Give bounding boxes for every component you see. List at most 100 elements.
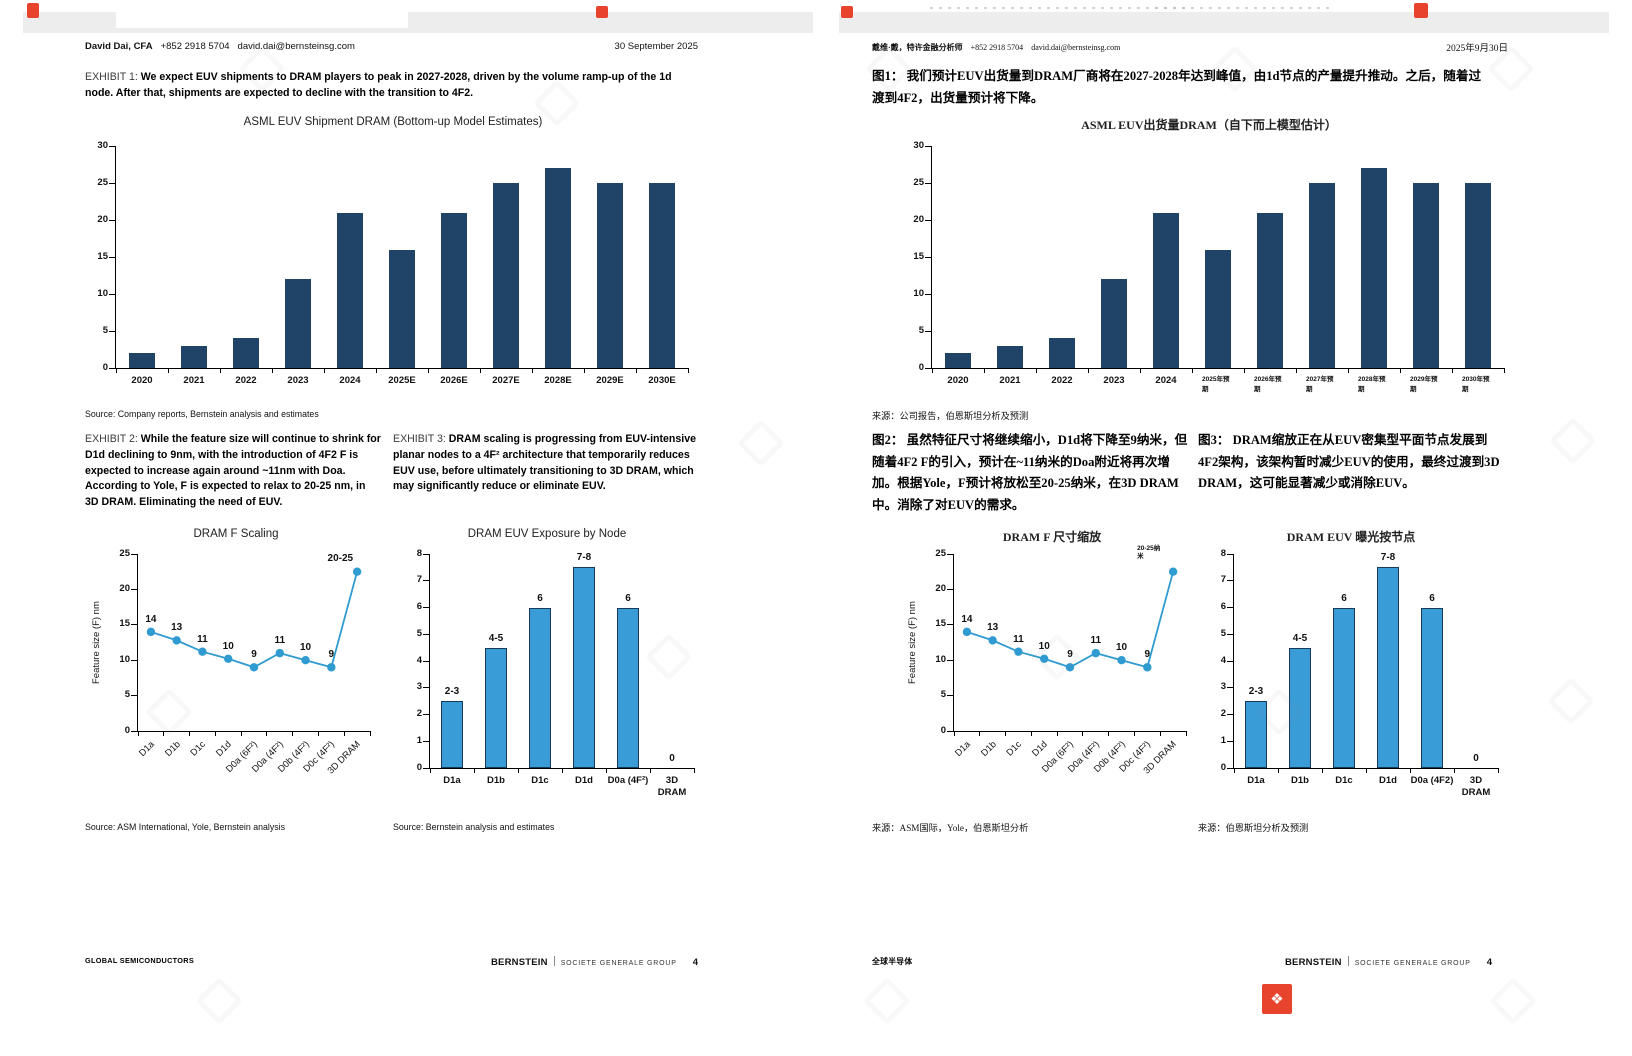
chart-plot-area: 0 1 2 3 4 5 6 7 8 D1a D1b D1c D1d D0a (4F²) 3D DRAM 2-3… [417, 548, 695, 798]
xcat: D1a [443, 775, 461, 786]
exhibit-2-label: 图2： [872, 433, 904, 447]
xmark [1133, 731, 1135, 736]
xmark [1035, 368, 1037, 373]
redacted-masthead-block [23, 12, 116, 33]
ylab: 5 [1220, 627, 1226, 639]
ymark [925, 145, 932, 147]
xmark [1005, 731, 1007, 736]
ymark [109, 145, 116, 147]
ylab: 0 [1220, 761, 1226, 773]
bar [441, 212, 467, 368]
xmark [479, 368, 481, 373]
xcat: D1c [1335, 775, 1353, 786]
ymark [109, 293, 116, 295]
redacted-masthead-strip [116, 28, 408, 33]
xmark [240, 731, 242, 736]
xcat: 3D DRAM [657, 775, 687, 798]
footer-brand: BERNSTEIN SOCIETE GENERALE GROUP 4 [872, 952, 1492, 970]
xmark [953, 731, 955, 736]
xmark [427, 368, 429, 373]
bar [1049, 338, 1075, 368]
xmark [1056, 731, 1058, 736]
ymark [131, 659, 138, 661]
dlab: 2-3 [444, 686, 460, 698]
immersive-translate-logo-icon: ❖ [1262, 984, 1292, 1014]
dlab: 10 [1115, 642, 1128, 654]
xmark [137, 731, 139, 736]
dlab: 20-25 [327, 552, 354, 564]
xcat: 2020 [947, 375, 969, 386]
xcat: D1a [1247, 775, 1265, 786]
xmark [1503, 368, 1505, 373]
dlab: 10 [222, 640, 234, 652]
ymark [1227, 607, 1234, 608]
ymark [423, 607, 430, 608]
xmark [1453, 768, 1455, 773]
footer-divider [553, 956, 555, 966]
bar [616, 607, 640, 768]
ylab: 5 [102, 324, 108, 336]
bar [528, 607, 552, 768]
xmark [649, 768, 651, 773]
ylab: 20 [913, 213, 924, 225]
xmark [1243, 368, 1245, 373]
dlab: 11 [274, 635, 286, 647]
ymark [947, 695, 954, 697]
xcat: 3D DRAM [1461, 775, 1491, 798]
xcat: 2028年预 期 [1358, 376, 1386, 393]
exhibit-1-text: We expect EUV shipments to DRAM players … [85, 71, 672, 99]
exhibit-1-label: 图1： [872, 69, 904, 83]
ylab: 15 [97, 250, 108, 262]
ymark [1227, 740, 1234, 742]
ylab: 25 [913, 176, 924, 188]
bar [337, 212, 363, 368]
ylab: 6 [416, 601, 422, 612]
xcat: D0a (4F²) [607, 775, 649, 786]
chart-title: DRAM EUV 曝光按节点 [1286, 530, 1416, 544]
exhibit-2-text: While the feature size will continue to … [85, 433, 381, 509]
chart-title: ASML EUV Shipment DRAM (Bottom-up Model … [243, 116, 543, 128]
bar [945, 353, 971, 368]
xmark [163, 731, 165, 736]
bernstein-logo: BERNSTEIN [1284, 957, 1342, 968]
ymark [131, 624, 138, 626]
ylab: 25 [935, 547, 946, 559]
chart-euv-shipment-zh: ASML EUV出货量DRAM（自下而上模型估计） 0 5 10 15 20 25 30 20… [901, 112, 1517, 402]
analyst-header: David Dai, CFA +852 2918 5704 david.dai@be… [85, 41, 363, 52]
dlab: 9 [1067, 649, 1073, 661]
page-chinese: 戴维·戴，特许金融分析师 +852 2918 5704 david.dai@bern… [816, 0, 1632, 1056]
ylab: 30 [97, 139, 108, 151]
xmark [343, 731, 345, 736]
xcat: 2022 [1051, 375, 1073, 386]
line-series [146, 567, 362, 672]
bar [1244, 701, 1268, 768]
ylab: 5 [940, 689, 946, 701]
chart-title: DRAM F 尺寸缩放 [1002, 530, 1102, 544]
dlab: 13 [171, 622, 183, 634]
bar [572, 567, 596, 768]
footer-brand: BERNSTEIN SOCIETE GENERALE GROUP 4 [85, 952, 698, 970]
ylab: 15 [119, 618, 130, 630]
ylab: 20 [97, 213, 108, 225]
xmark [369, 731, 371, 736]
xmark [1185, 731, 1187, 736]
xmark [1399, 368, 1401, 373]
footer-section-title: GLOBAL SEMICONDUCTORS [85, 956, 195, 965]
ymark [131, 695, 138, 697]
xmark [1087, 368, 1089, 373]
xcat: D1b [1291, 775, 1309, 786]
chart-title: ASML EUV出货量DRAM（自下而上模型估计） [1081, 118, 1337, 132]
ymark [925, 256, 932, 258]
xmark [583, 368, 585, 373]
bar [440, 701, 464, 768]
page-number: 4 [1486, 957, 1492, 968]
exhibit-3-label: EXHIBIT 3: [393, 433, 446, 445]
ymark [1227, 580, 1234, 582]
xmark [375, 368, 377, 373]
bar [1153, 212, 1179, 368]
ymark [925, 330, 932, 332]
exhibit-3-label: 图3： [1198, 433, 1230, 447]
exhibit-2-text: 虽然特征尺寸将继续缩小，D1d将下降至9纳米，但随着4F2 F的引入，预计在~1… [872, 433, 1188, 512]
xcat: 2026年预 期 [1254, 376, 1282, 393]
page-number: 4 [692, 957, 698, 968]
